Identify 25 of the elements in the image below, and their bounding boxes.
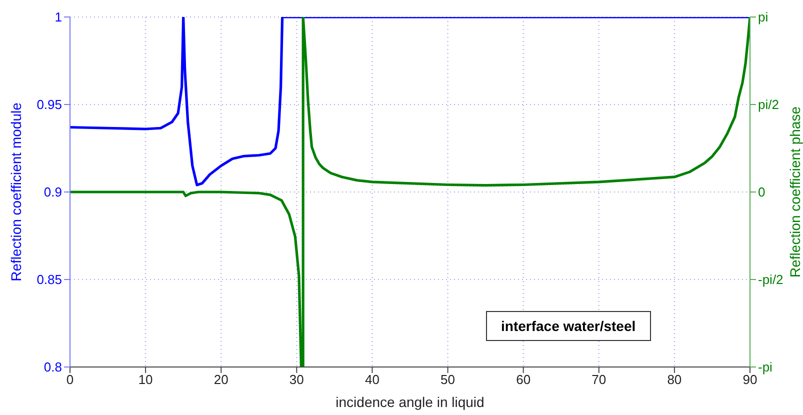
x-tick-label: 50 xyxy=(440,372,456,388)
y-axis-title: Reflection coefficient module xyxy=(8,102,24,282)
y2-axis-title: Reflection coefficient phase xyxy=(786,106,803,278)
x-tick-label: 10 xyxy=(138,372,153,388)
x-axis-title: incidence angle in liquid xyxy=(336,394,484,410)
y-tick-label: 0.85 xyxy=(36,272,62,288)
y2-tick-label: pi/2 xyxy=(758,97,779,112)
y2-tick-label: 0 xyxy=(758,184,766,200)
x-tick-label: 30 xyxy=(289,372,304,388)
y-tick-label: 0.9 xyxy=(44,184,62,200)
x-tick-label: 80 xyxy=(667,372,682,388)
x-tick-label: 90 xyxy=(742,372,758,388)
x-tick-label: 70 xyxy=(592,372,606,388)
y-tick-label: 1 xyxy=(54,10,62,25)
x-tick-label: 0 xyxy=(66,372,74,388)
y2-tick-label: pi xyxy=(758,10,768,25)
annotation: interface water/steel xyxy=(486,311,651,341)
y-tick-label: 0.8 xyxy=(44,360,62,375)
line-series xyxy=(70,17,750,186)
y-tick-label: 0.95 xyxy=(36,97,62,112)
x-tick-label: 20 xyxy=(214,372,228,388)
x-tick-label: 60 xyxy=(516,372,531,388)
y2-tick-label: -pi/2 xyxy=(758,272,784,288)
x-tick-label: 40 xyxy=(364,372,380,388)
y2-tick-label: -pi xyxy=(758,360,773,375)
